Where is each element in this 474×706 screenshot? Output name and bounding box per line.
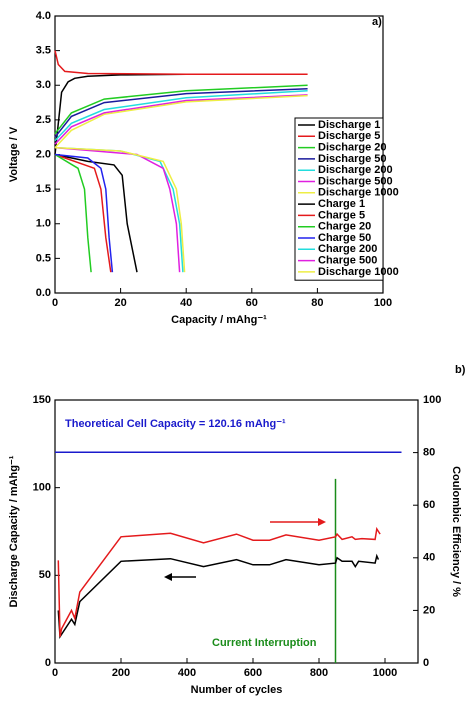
data-line (54, 94, 308, 145)
x-tick-label: 600 (244, 667, 262, 679)
data-line (54, 94, 308, 149)
x-tick-label: 80 (311, 297, 323, 309)
data-line (54, 153, 138, 273)
y-tick-label: 1.0 (36, 218, 51, 230)
y-axis-label: Discharge Capacity / mAhg⁻¹ (8, 455, 20, 607)
legend-label: Discharge 1000 (318, 187, 399, 199)
legend-label: Charge 200 (318, 243, 377, 255)
x-tick-label: 400 (178, 667, 196, 679)
legend-label: Charge 50 (318, 232, 371, 244)
data-line (54, 73, 187, 155)
y2-axis-label: Coulombic Efficiency / % (450, 466, 462, 597)
data-line (54, 153, 92, 273)
y-tick-label: 4.0 (36, 10, 51, 22)
annotation: b) (455, 364, 466, 376)
y-tick-label: 3.0 (36, 79, 51, 91)
data-line (54, 50, 308, 75)
y-axis-label: Voltage / V (8, 126, 20, 182)
y2-tick-label: 100 (423, 394, 441, 406)
legend-label: Charge 5 (318, 209, 365, 221)
y2-tick-label: 60 (423, 499, 435, 511)
legend-label: Charge 500 (318, 255, 377, 267)
data-line (57, 553, 380, 639)
x-tick-label: 100 (374, 297, 392, 309)
y-tick-label: 2.0 (36, 148, 51, 160)
plot-frame (54, 399, 419, 664)
legend-label: Charge 1 (318, 198, 365, 210)
x-tick-label: 20 (114, 297, 126, 309)
x-tick-label: 200 (112, 667, 130, 679)
data-line (54, 146, 181, 273)
legend-label: Charge 20 (318, 221, 371, 233)
x-tick-label: 0 (52, 667, 58, 679)
x-tick-label: 800 (310, 667, 328, 679)
y2-tick-label: 0 (423, 657, 429, 669)
legend-label: Discharge 1000 (318, 266, 399, 278)
x-tick-label: 1000 (373, 667, 397, 679)
data-line (54, 146, 186, 273)
arrow-head (318, 518, 326, 526)
legend-label: Discharge 5 (318, 130, 380, 142)
x-tick-label: 40 (180, 297, 192, 309)
y-tick-label: 3.5 (36, 45, 51, 57)
y-tick-label: 0 (45, 657, 51, 669)
x-axis-label: Number of cycles (191, 684, 283, 696)
data-line (54, 87, 308, 138)
y-tick-label: 0.0 (36, 287, 51, 299)
legend-label: Discharge 50 (318, 153, 386, 165)
y2-tick-label: 40 (423, 552, 435, 564)
data-line (57, 526, 381, 637)
legend-label: Discharge 20 (318, 142, 386, 154)
x-tick-label: 0 (52, 297, 58, 309)
y-tick-label: 1.5 (36, 183, 51, 195)
data-line (54, 90, 308, 142)
legend-label: Discharge 200 (318, 164, 393, 176)
arrow-head (164, 573, 172, 581)
x-tick-label: 60 (246, 297, 258, 309)
legend-label: Discharge 1 (318, 119, 380, 131)
y-tick-label: 2.5 (36, 114, 51, 126)
data-line (54, 84, 308, 135)
data-line (54, 153, 112, 273)
y-tick-label: 50 (39, 569, 51, 581)
x-axis-label: Capacity / mAhg⁻¹ (171, 314, 267, 326)
data-line (54, 153, 114, 273)
annotation: a) (372, 16, 382, 28)
y-tick-label: 150 (33, 394, 51, 406)
legend-label: Discharge 500 (318, 175, 393, 187)
y2-tick-label: 80 (423, 447, 435, 459)
y-tick-label: 0.5 (36, 252, 51, 264)
y-tick-label: 100 (33, 482, 51, 494)
legend-box (294, 117, 384, 281)
annotation: Current Interruption (212, 637, 317, 649)
annotation: Theoretical Cell Capacity = 120.16 mAhg⁻… (65, 418, 286, 430)
y2-tick-label: 20 (423, 604, 435, 616)
